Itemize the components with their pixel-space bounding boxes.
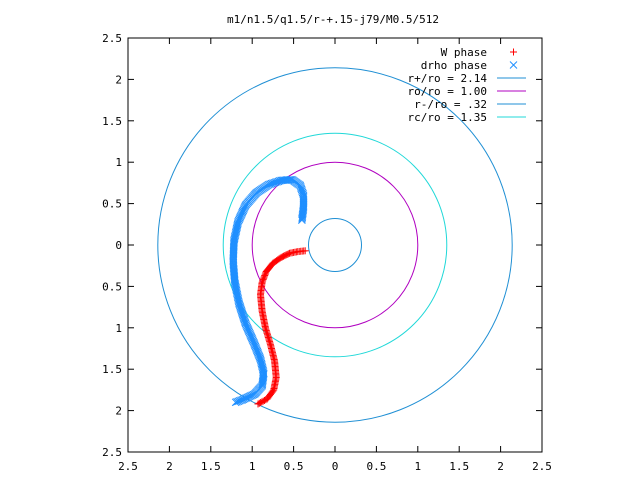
y-tick-label: 2.5 <box>102 32 122 45</box>
drho-phase-point <box>247 332 255 341</box>
y-tick-label: 2 <box>115 73 122 86</box>
circle-0 <box>157 67 513 423</box>
drho-phase-point <box>299 190 307 198</box>
drho-phase-point <box>235 396 244 405</box>
w-phase-point <box>255 399 263 407</box>
phase-points <box>229 175 309 408</box>
w-phase-point <box>254 400 262 408</box>
drho-phase-point <box>238 395 247 404</box>
x-tick-label: 2 <box>497 460 504 473</box>
drho-phase-point <box>243 323 252 332</box>
x-tick-label: 0.5 <box>284 460 304 473</box>
drho-phase-point <box>249 337 258 346</box>
legend-label-2: r+/ro = 2.14 <box>408 72 488 85</box>
drho-phase-point <box>248 336 257 345</box>
drho-phase-point <box>244 326 253 334</box>
circle-2 <box>308 218 362 272</box>
x-tick-labels: 2.5 2 1.5 1 0.5 0 0.5 1 1.5 2 2.5 <box>118 460 552 473</box>
drho-phase-point <box>248 335 257 343</box>
drho-phase-point <box>269 179 277 188</box>
x-tick-label: 1 <box>414 460 421 473</box>
x-tick-label: 1.5 <box>201 460 221 473</box>
axis-ticks <box>127 37 543 453</box>
radius-circles <box>157 67 513 423</box>
legend-label-4: r-/ro = .32 <box>414 98 487 111</box>
drho-phase-point <box>242 321 250 329</box>
x-tick-label: 0 <box>332 460 339 473</box>
circle-1 <box>251 161 419 329</box>
legend-label-1: drho phase <box>421 59 487 72</box>
chart-title: m1/n1.5/q1.5/r-+.15-j79/M0.5/512 <box>227 13 439 26</box>
drho-phase-point <box>233 397 241 406</box>
x-tick-label: 1 <box>249 460 256 473</box>
drho-phase-point <box>271 178 280 187</box>
drho-phase-point <box>275 177 284 185</box>
drho-phase-point <box>241 319 250 328</box>
x-tick-label: 1.5 <box>449 460 469 473</box>
drho-phase-point <box>299 191 308 200</box>
x-tick-label: 0.5 <box>366 460 386 473</box>
x-tick-label: 2.5 <box>118 460 138 473</box>
y-tick-label: 0.5 <box>102 198 122 211</box>
legend-label-3: ro/ro = 1.00 <box>408 85 487 98</box>
drho-phase-point <box>247 333 256 342</box>
drho-phase-point <box>297 185 306 194</box>
drho-phase-point <box>298 188 307 197</box>
drho-phase-point <box>231 398 240 407</box>
y-tick-label: 1.5 <box>102 363 122 376</box>
drho-phase-point <box>274 177 283 186</box>
y-tick-label: 2 <box>115 405 122 418</box>
legend-label-0: W phase <box>441 46 487 59</box>
x-tick-label: 2 <box>166 460 173 473</box>
y-tick-label: 1 <box>115 322 122 335</box>
y-tick-label: 2.5 <box>102 446 122 459</box>
y-tick-label: 0 <box>115 239 122 252</box>
drho-phase-point <box>242 322 251 331</box>
legend-marker-1 <box>509 61 518 69</box>
y-tick-label: 1.5 <box>102 115 122 128</box>
drho-phase-point <box>237 396 245 405</box>
drho-phase-point <box>277 176 286 185</box>
x-tick-label: 2.5 <box>532 460 552 473</box>
y-tick-label: 1 <box>115 156 122 169</box>
drho-phase-point <box>267 179 276 188</box>
drho-phase-point <box>258 380 267 389</box>
legend-label-5: rc/ro = 1.35 <box>408 111 487 124</box>
drho-phase-point <box>234 397 243 406</box>
drho-phase-point <box>245 327 253 336</box>
drho-phase-point <box>246 329 254 338</box>
y-tick-label: 0.5 <box>102 280 122 293</box>
circle-3 <box>222 132 448 358</box>
drho-phase-point <box>270 178 279 187</box>
drho-phase-point <box>266 180 274 188</box>
y-tick-labels: 2.5 2 1.5 1 0.5 0 0.5 1 1.5 2 2.5 <box>102 32 122 459</box>
drho-phase-point <box>298 187 306 195</box>
legend-marker-0 <box>510 48 517 56</box>
drho-phase-point <box>243 324 252 333</box>
drho-phase-point <box>297 184 306 193</box>
drho-phase-point <box>245 328 254 337</box>
drho-phase-point <box>273 177 281 186</box>
drho-phase-point <box>246 331 255 339</box>
